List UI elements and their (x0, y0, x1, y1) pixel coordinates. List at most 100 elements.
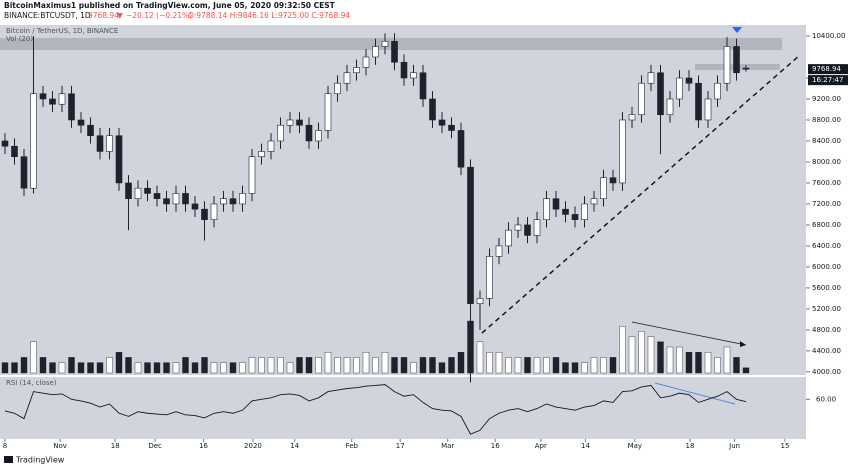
candle-body (514, 224, 522, 231)
y-tick-label: 6800.00 (812, 221, 841, 229)
candle-body (286, 119, 294, 126)
volume-bar (267, 357, 275, 374)
candle-body (609, 177, 617, 184)
x-tick-label: Feb (346, 442, 359, 450)
rsi-line (4, 384, 747, 435)
rsi-label: RSI (14, close) (6, 379, 57, 387)
countdown-box (808, 75, 848, 86)
y-tick-label: 6400.00 (812, 242, 841, 250)
volume-bar (182, 357, 189, 374)
volume-bar (381, 352, 389, 374)
candle-body (334, 82, 341, 95)
x-tick-label: 16 (199, 442, 208, 450)
y-tick-label: 4400.00 (812, 347, 841, 355)
volume-bar (1, 362, 9, 374)
volume-bar (695, 352, 702, 374)
y-tick-label: 4800.00 (812, 326, 841, 334)
candle-body (353, 67, 360, 74)
candle-body (96, 135, 104, 152)
volume-bar (476, 341, 484, 374)
candle-body (343, 72, 351, 84)
y-tick-label: 10400.00 (812, 32, 845, 40)
x-tick-label: 16 (491, 442, 500, 450)
candle-body (134, 187, 142, 199)
candle-body (20, 156, 28, 189)
candle-body (305, 124, 313, 142)
candle-body (562, 208, 569, 215)
volume-bar (353, 357, 360, 374)
volume-bar (410, 362, 417, 374)
footer: TradingView (15, 456, 65, 465)
volume-bar (676, 346, 683, 374)
candle-body (381, 40, 389, 47)
volume-bar (391, 357, 398, 374)
volume-bar (286, 362, 294, 374)
candle-body (486, 256, 493, 299)
volume-bar (600, 357, 607, 374)
volume-bar (68, 357, 75, 374)
candle-body (191, 203, 199, 210)
x-tick-label: 17 (396, 442, 405, 450)
volume-bar (229, 362, 237, 374)
candle-body (210, 203, 218, 220)
volume-bar (315, 357, 322, 374)
candle-body (657, 72, 664, 116)
volume-bar (296, 357, 303, 374)
candle-body (571, 214, 579, 220)
candle-body (39, 93, 47, 100)
y-tick-label: 5600.00 (812, 284, 841, 292)
volume-bar (495, 352, 503, 374)
y-tick-label: 6000.00 (812, 263, 841, 271)
candle-body (277, 124, 284, 142)
volume-bar (39, 357, 47, 374)
volume-bar (87, 362, 94, 374)
candle-body (457, 130, 465, 168)
volume-bar (11, 362, 18, 374)
candle-body (58, 93, 66, 105)
volume-bar (334, 357, 341, 374)
countdown: 16:27:47 (812, 76, 843, 84)
x-tick-label: 18 (111, 442, 120, 450)
arrow-head (740, 341, 746, 347)
x-tick-label: Jun (728, 442, 740, 450)
volume-bar (96, 362, 104, 374)
rsi-tick-label: 60.00 (816, 395, 836, 403)
logo (4, 456, 13, 463)
candle-body (182, 193, 189, 205)
volume-bar (733, 357, 740, 374)
candle-body (153, 193, 161, 199)
candle-body (676, 77, 683, 100)
volume-bar (258, 357, 265, 374)
volume-bar (153, 362, 161, 374)
legend: Bitcoin / TetherUS, 1D, BINANCE (6, 27, 118, 35)
candle-body (201, 208, 208, 220)
x-tick-label: Nov (53, 442, 67, 450)
candle-body (87, 124, 94, 137)
candle-body (495, 245, 503, 257)
volume-bar (723, 346, 731, 374)
candle-body (524, 224, 531, 236)
x-tick-label: Mar (441, 442, 454, 450)
candle-body (533, 219, 541, 236)
candle-body (476, 298, 484, 304)
candle-body (172, 193, 180, 205)
volume-bar (372, 357, 379, 374)
candle-body (248, 156, 256, 194)
marker (732, 27, 742, 33)
volume-bar (581, 362, 588, 374)
volume-bar (106, 357, 113, 374)
candle-body (733, 46, 740, 74)
rsi-pane (0, 377, 806, 439)
volume-bar (20, 357, 28, 374)
symbol: BINANCE:BTCUSDT, 1D (4, 11, 91, 20)
candle-body (258, 151, 265, 158)
volume-bar (742, 367, 750, 374)
candle-body (163, 198, 170, 205)
volume-bar (115, 352, 123, 374)
volume-bar (163, 362, 170, 374)
volume-bar (543, 357, 550, 374)
volume-bar (619, 326, 626, 374)
candle-body (467, 166, 474, 304)
candle-body (400, 61, 408, 79)
